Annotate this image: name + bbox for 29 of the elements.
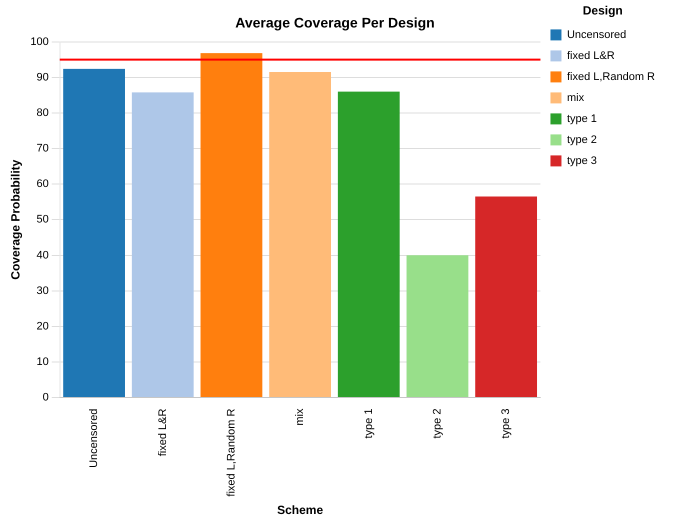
x-tick-label: type 3 <box>500 408 512 439</box>
x-tick-label: fixed L,Random R <box>225 408 238 497</box>
x-tick-label: type 1 <box>362 408 375 439</box>
y-tick-label: 90 <box>36 71 49 84</box>
legend-label: type 2 <box>566 134 597 146</box>
y-tick-label: 100 <box>30 36 49 48</box>
legend-label: fixed L&R <box>566 50 615 62</box>
legend-label: mix <box>566 92 585 104</box>
legend-label: fixed L,Random R <box>566 70 656 83</box>
y-tick-label: 80 <box>36 106 49 119</box>
legend-label: type 3 <box>566 154 597 167</box>
y-tick-label: 10 <box>36 356 49 368</box>
x-tick-label: fixed L&R <box>156 408 169 456</box>
y-axis-title: Coverage Probability <box>8 159 23 280</box>
y-tick-label: 0 <box>42 392 49 404</box>
y-tick-label: 20 <box>36 320 49 332</box>
y-tick-label: 50 <box>36 214 49 226</box>
x-tick-label: Uncensored <box>88 408 100 468</box>
y-tick-label: 40 <box>36 249 49 262</box>
y-tick-label: 30 <box>36 284 49 297</box>
x-axis-title: Scheme <box>277 503 324 518</box>
y-tick-label: 70 <box>36 142 49 155</box>
legend-label: type 1 <box>566 112 597 125</box>
x-tick-label: mix <box>294 408 306 426</box>
chart-title: Average Coverage Per Design <box>235 14 435 30</box>
y-tick-label: 60 <box>36 178 49 190</box>
legend-title: Design <box>582 3 623 18</box>
x-tick-label: type 2 <box>431 408 444 439</box>
legend-label: Uncensored <box>566 28 626 41</box>
